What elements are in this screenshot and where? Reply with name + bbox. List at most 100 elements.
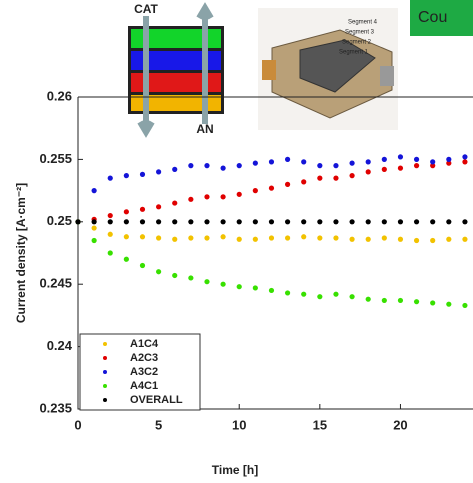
data-point <box>365 169 371 175</box>
insets <box>77 0 473 410</box>
data-point <box>156 204 162 210</box>
data-point <box>349 173 355 179</box>
data-point <box>462 159 468 165</box>
data-point <box>446 236 452 242</box>
data-point <box>462 219 468 225</box>
data-point <box>236 163 242 169</box>
data-point <box>204 163 210 169</box>
data-point <box>349 236 355 242</box>
data-point <box>252 219 258 225</box>
data-point <box>172 219 178 225</box>
cat-arrow <box>137 16 155 138</box>
data-point <box>204 279 210 285</box>
data-point <box>268 287 275 294</box>
legend-marker <box>103 342 107 346</box>
data-point <box>268 185 275 191</box>
data-point <box>252 160 258 166</box>
data-point <box>156 219 162 225</box>
data-point <box>413 156 420 162</box>
data-point <box>139 206 146 212</box>
data-point <box>430 159 436 165</box>
data-point <box>349 294 355 300</box>
data-point <box>301 234 307 240</box>
data-point <box>268 235 275 241</box>
data-point <box>462 236 468 242</box>
x-tick-label: 10 <box>232 417 246 432</box>
data-point <box>236 219 242 225</box>
data-point <box>413 163 420 169</box>
data-point <box>317 219 323 225</box>
data-point <box>301 291 307 297</box>
data-point <box>462 154 468 160</box>
data-point <box>317 175 323 181</box>
data-point <box>123 209 129 215</box>
data-point <box>446 301 452 307</box>
legend-label: A2C3 <box>130 352 158 364</box>
data-point <box>381 219 387 225</box>
legend-label: A1C4 <box>130 338 159 350</box>
data-point <box>123 219 129 225</box>
data-point <box>333 219 339 225</box>
data-point <box>188 235 194 241</box>
data-point <box>462 302 468 309</box>
data-point <box>413 237 420 244</box>
annotation: AN <box>196 122 213 136</box>
data-point <box>188 163 194 169</box>
data-point <box>301 219 307 225</box>
data-point <box>220 234 226 240</box>
data-point <box>156 269 162 275</box>
data-point <box>139 262 146 269</box>
data-point <box>446 160 452 166</box>
data-point <box>430 163 436 169</box>
data-point <box>172 272 178 279</box>
y-tick-label: 0.25 <box>47 213 72 228</box>
data-point <box>188 219 194 225</box>
data-point <box>236 191 242 197</box>
data-point <box>91 219 97 225</box>
data-point <box>107 250 113 256</box>
data-point <box>365 219 371 225</box>
y-tick-label: 0.24 <box>47 338 73 353</box>
annotation: Segment 2 <box>342 40 372 46</box>
device-plate <box>299 39 376 93</box>
annotation: Segment 4 <box>348 20 378 26</box>
y-axis-label: Current density [A·cm⁻²] <box>14 183 28 323</box>
annotation: Segment 3 <box>345 30 375 36</box>
an-arrow <box>196 2 214 124</box>
data-point <box>252 236 258 242</box>
data-point <box>91 188 97 194</box>
data-point <box>220 165 226 171</box>
legend-label: A4C1 <box>130 380 158 392</box>
data-point <box>139 171 146 177</box>
data-point <box>204 194 210 200</box>
y-tick-label: 0.26 <box>47 88 72 103</box>
data-point <box>397 236 404 242</box>
data-point <box>204 235 210 241</box>
data-point <box>284 219 291 225</box>
data-point <box>188 275 194 281</box>
data-point <box>301 179 307 185</box>
data-point <box>107 231 113 237</box>
data-point <box>236 284 242 290</box>
data-point <box>188 196 194 202</box>
data-point <box>139 234 146 240</box>
annotation: CAT <box>134 2 158 16</box>
data-point <box>220 219 226 225</box>
data-point <box>317 163 323 169</box>
data-point <box>317 235 323 241</box>
data-point <box>430 237 436 244</box>
legend-marker <box>103 398 107 402</box>
data-point <box>365 159 371 165</box>
data-point <box>446 156 452 162</box>
data-point <box>107 212 113 219</box>
data-point <box>91 237 97 244</box>
data-point <box>107 219 113 225</box>
data-point <box>284 156 291 162</box>
x-axis-label: Time [h] <box>212 463 258 477</box>
data-point <box>397 297 404 304</box>
data-point <box>397 219 404 225</box>
annotation: Cou <box>418 9 447 26</box>
data-point <box>349 219 355 225</box>
